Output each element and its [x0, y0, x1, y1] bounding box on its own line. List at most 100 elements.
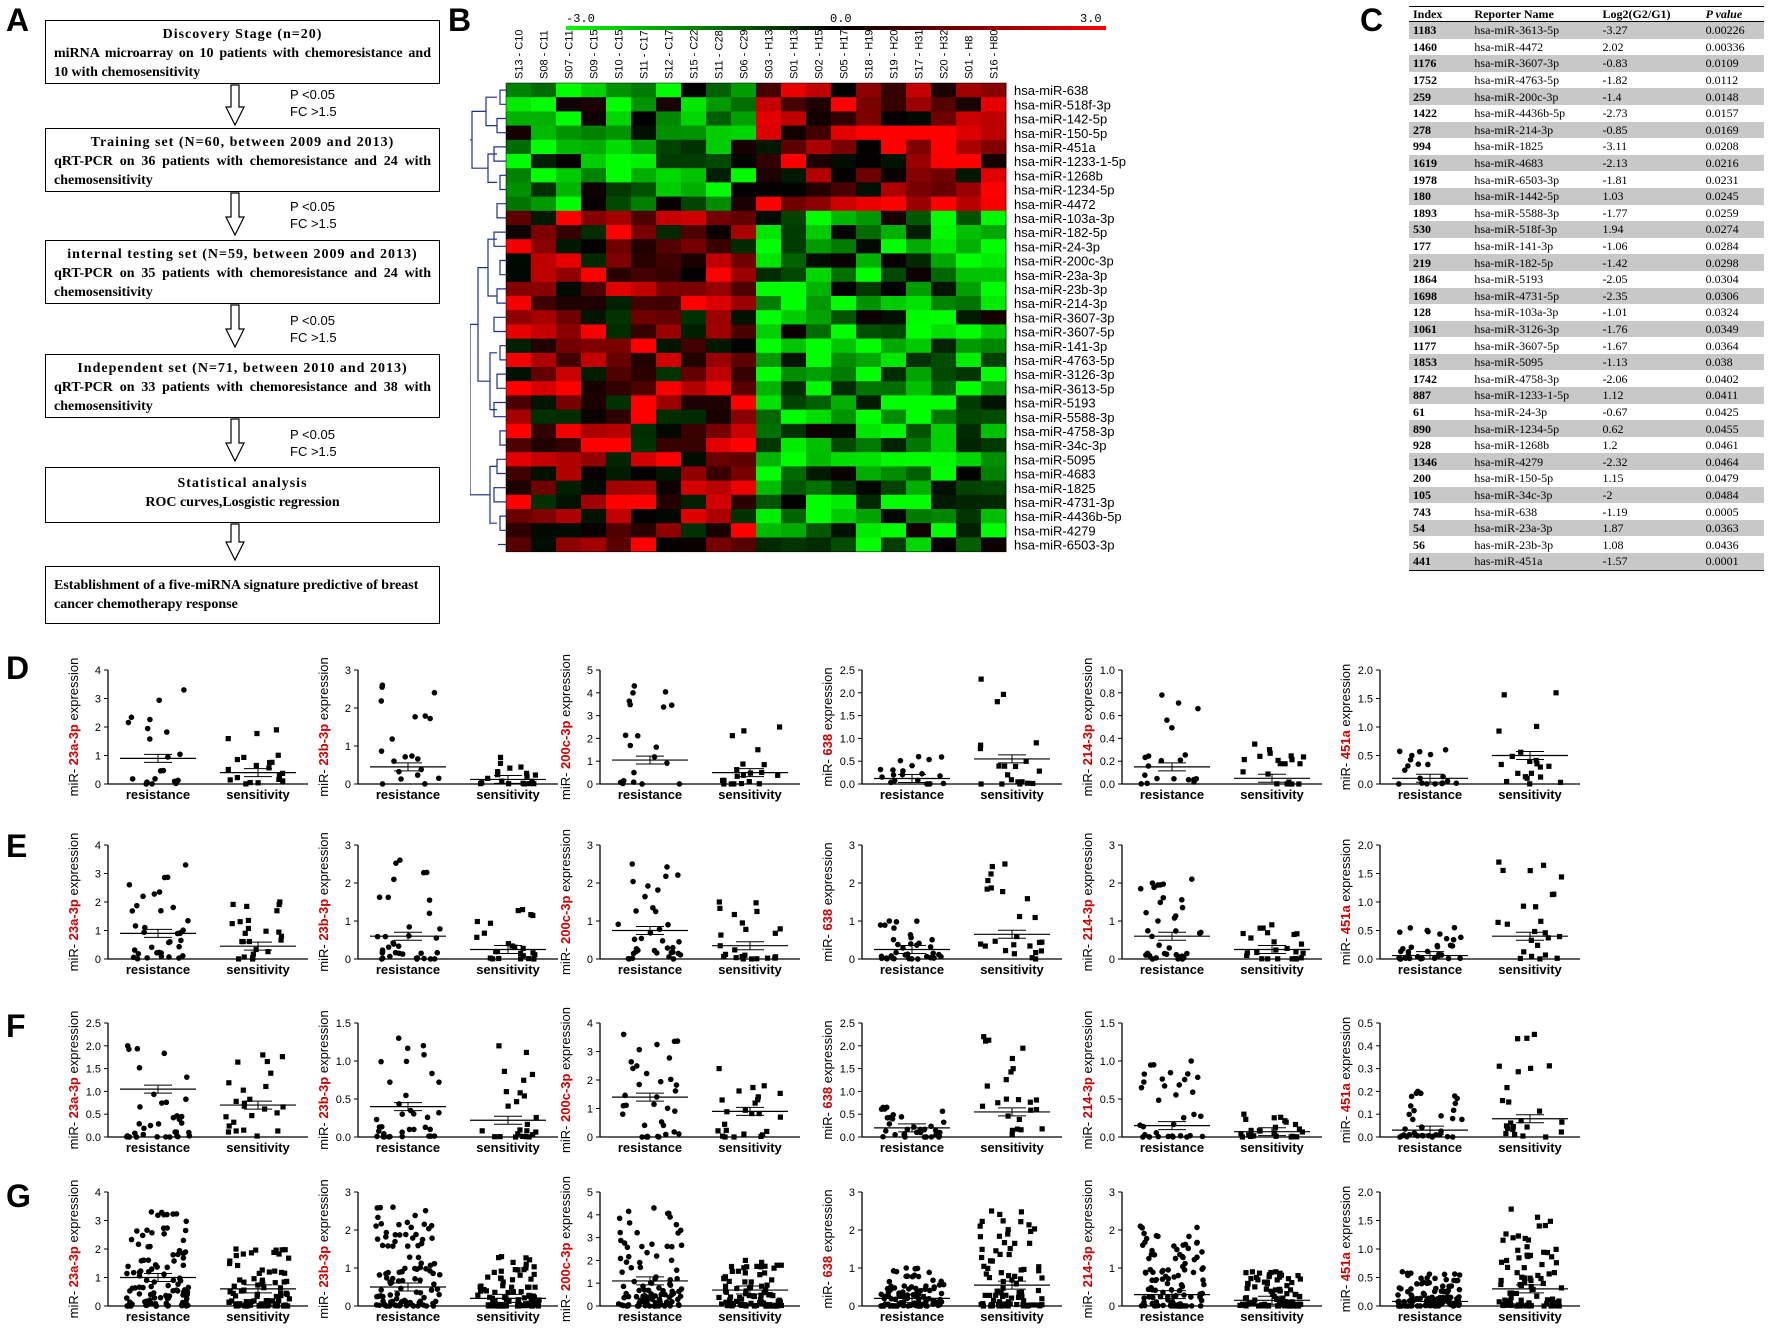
heatmap-cell — [756, 296, 782, 311]
data-point — [1538, 1275, 1544, 1282]
cell-log2: 1.94 — [1602, 222, 1624, 237]
y-tick-label: 1.5 — [840, 711, 855, 723]
data-point — [256, 1270, 262, 1276]
heatmap-cell — [731, 494, 757, 510]
data-point — [1009, 1131, 1015, 1137]
heatmap-row-label: hsa-miR-3613-5p — [1014, 381, 1114, 396]
data-point — [978, 781, 984, 787]
cell-log2: -1.76 — [1602, 321, 1628, 336]
heatmap-column-label: S15 - C22 — [689, 30, 701, 79]
data-point — [478, 1288, 484, 1294]
data-point — [376, 1124, 383, 1130]
heatmap-cell — [756, 97, 782, 112]
data-point — [427, 1262, 434, 1269]
criteria-fc: FC >1.5 — [290, 444, 337, 459]
y-tick-label: 0.1 — [1358, 1109, 1373, 1121]
data-point — [1014, 1126, 1021, 1132]
heatmap-cell — [931, 438, 957, 453]
data-point — [148, 1209, 155, 1215]
heatmap-cell — [606, 352, 632, 368]
data-point — [1191, 1256, 1198, 1263]
data-point — [1149, 1247, 1155, 1254]
heatmap-cell — [631, 438, 657, 453]
data-point — [286, 1255, 292, 1261]
cell-index: 278 — [1413, 122, 1431, 137]
data-point — [230, 901, 236, 908]
data-point — [1172, 913, 1179, 919]
data-point — [531, 956, 537, 962]
heatmap-cell — [856, 281, 882, 297]
heatmap-cell — [656, 225, 682, 240]
data-point — [1532, 928, 1538, 935]
data-point — [183, 1303, 190, 1309]
data-point — [1176, 1082, 1183, 1088]
group-label: sensitivity — [1240, 1309, 1304, 1324]
data-point — [1407, 1103, 1414, 1109]
data-point — [399, 1133, 406, 1140]
data-point — [1141, 1230, 1147, 1237]
data-point — [1517, 955, 1523, 962]
cell-log2: -1.57 — [1602, 554, 1628, 569]
data-point — [171, 1258, 177, 1264]
data-point — [1172, 1255, 1179, 1262]
data-point — [1425, 761, 1431, 768]
heatmap-cell — [681, 125, 707, 141]
data-point — [914, 918, 920, 924]
data-point — [152, 1300, 159, 1307]
data-point — [396, 1269, 403, 1276]
heatmap-cell — [931, 338, 957, 354]
heatmap-cell — [906, 395, 932, 411]
data-point — [273, 1293, 280, 1300]
data-point — [929, 936, 935, 943]
data-point — [241, 754, 247, 761]
y-tick-label: 0 — [1109, 1301, 1115, 1313]
data-point — [718, 1301, 725, 1307]
data-point — [420, 1042, 427, 1049]
data-point — [1162, 1273, 1169, 1280]
data-point — [1457, 955, 1463, 962]
data-point — [1259, 956, 1265, 962]
data-point — [378, 1287, 384, 1293]
data-point — [626, 1220, 633, 1226]
heatmap-cell — [781, 253, 807, 269]
heatmap-cell — [906, 111, 932, 127]
data-point — [981, 1263, 987, 1269]
data-point — [518, 1289, 524, 1295]
heatmap-cell — [681, 452, 707, 467]
data-point — [1300, 950, 1306, 956]
cell-reporter: hsa-miR-3126-3p — [1474, 321, 1560, 336]
data-point — [185, 917, 191, 924]
cell-pvalue: 0.0306 — [1705, 288, 1739, 303]
heatmap-cell — [931, 324, 957, 340]
heatmap-cell — [731, 125, 757, 141]
heatmap-cell — [981, 239, 1007, 254]
data-point — [1456, 1294, 1462, 1300]
cell-pvalue: 0.0479 — [1705, 471, 1739, 486]
independent-set-box: Independent set (N=71, between 2010 and … — [45, 354, 440, 418]
table-row: 1061 hsa-miR-3126-3p -1.76 0.0349 — [1409, 320, 1764, 338]
cell-pvalue: 0.0216 — [1705, 156, 1739, 171]
discovery-stage-title: Discovery Stage (n=20) — [162, 27, 323, 42]
group-label: resistance — [880, 787, 944, 802]
y-tick-label: 2.5 — [86, 1018, 101, 1030]
data-point — [1558, 874, 1565, 880]
data-point — [272, 1303, 278, 1309]
heatmap-cell — [731, 253, 757, 269]
cell-pvalue: 0.0464 — [1705, 454, 1739, 469]
data-point — [241, 1127, 247, 1133]
data-point — [1459, 1116, 1465, 1123]
data-point — [233, 1303, 239, 1309]
heatmap-cell — [656, 466, 682, 482]
data-point — [1515, 1247, 1521, 1253]
data-point — [982, 1038, 989, 1044]
heatmap-cell — [856, 154, 882, 169]
heatmap-cell — [506, 480, 532, 496]
independent-set-body: qRT-PCR on 33 patients with chemoresista… — [54, 380, 431, 414]
data-point — [666, 1294, 673, 1301]
heatmap-cell — [731, 281, 757, 297]
cell-pvalue: 0.0349 — [1705, 321, 1739, 336]
heatmap-cell — [731, 523, 757, 538]
y-tick-label: 0 — [587, 1132, 593, 1144]
data-point — [184, 1289, 191, 1295]
